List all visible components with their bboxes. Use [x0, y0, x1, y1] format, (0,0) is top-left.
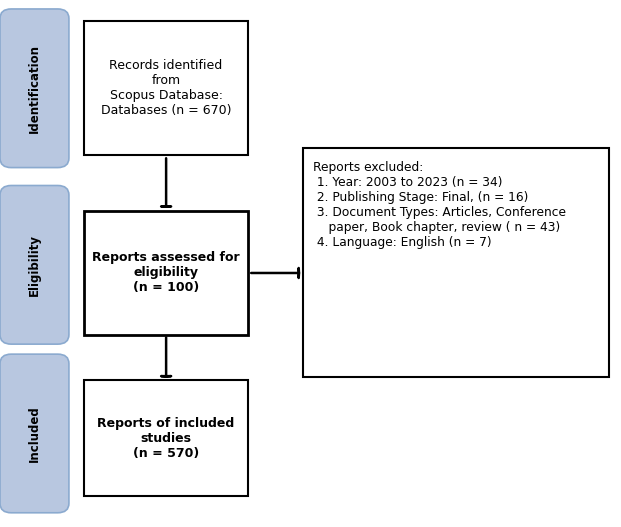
- Text: Reports excluded:
 1. Year: 2003 to 2023 (n = 34)
 2. Publishing Stage: Final, (: Reports excluded: 1. Year: 2003 to 2023 …: [313, 161, 566, 249]
- FancyBboxPatch shape: [0, 354, 69, 513]
- FancyBboxPatch shape: [84, 211, 248, 335]
- Text: Records identified
from
Scopus Database:
Databases (n = 670): Records identified from Scopus Database:…: [101, 59, 232, 118]
- FancyBboxPatch shape: [0, 186, 69, 344]
- Text: Included: Included: [28, 405, 41, 462]
- FancyBboxPatch shape: [303, 148, 609, 377]
- FancyBboxPatch shape: [84, 21, 248, 155]
- FancyBboxPatch shape: [0, 9, 69, 168]
- FancyBboxPatch shape: [84, 380, 248, 496]
- Text: Reports of included
studies
(n = 570): Reports of included studies (n = 570): [97, 417, 235, 460]
- Text: Reports assessed for
eligibility
(n = 100): Reports assessed for eligibility (n = 10…: [93, 251, 240, 294]
- Text: Eligibility: Eligibility: [28, 234, 41, 296]
- Text: Identification: Identification: [28, 44, 41, 133]
